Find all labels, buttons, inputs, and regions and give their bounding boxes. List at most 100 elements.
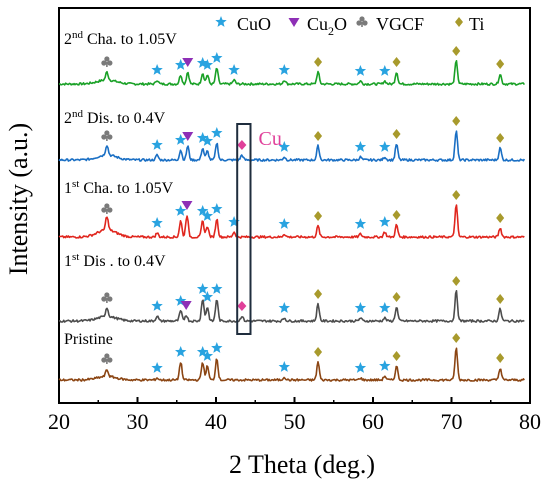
curve-label-1: 2nd Dis. to 0.4V — [64, 108, 166, 127]
club-lobe — [107, 134, 113, 140]
vgcf-club-icon — [101, 203, 113, 214]
y-axis-title: Intensity (a.u.) — [4, 123, 33, 275]
legend-label: CuO — [237, 14, 271, 34]
cuo-star-icon — [278, 141, 290, 152]
vgcf-club-icon — [101, 292, 113, 303]
cuo-star-icon — [278, 302, 290, 313]
cuo-star-icon — [278, 218, 290, 229]
curve-label-2: 1st Cha. to 1.05V — [64, 178, 174, 197]
xrd-curve-0 — [58, 60, 525, 86]
ti-diamond-icon — [452, 46, 461, 56]
cuo-star-icon — [196, 132, 209, 143]
club-lobe — [356, 20, 362, 26]
cuo-star-icon — [215, 16, 227, 27]
cuo-star-icon — [228, 216, 240, 227]
label-text: Cha. to 1.05V — [79, 180, 173, 197]
label-superscript: nd — [72, 29, 84, 41]
cuo-star-icon — [228, 64, 240, 75]
cuo-star-icon — [354, 218, 367, 229]
cuo-star-icon — [211, 342, 223, 353]
cuo-star-icon — [379, 302, 391, 313]
plot-border — [58, 7, 531, 404]
vgcf-club-icon — [101, 56, 113, 67]
cu-annotation-label: Cu — [259, 128, 282, 150]
club-lobe — [101, 207, 107, 213]
cuo-star-icon — [354, 362, 367, 373]
ti-diamond-icon — [392, 129, 401, 139]
cuo-star-icon — [196, 57, 209, 68]
club-stem — [106, 298, 108, 303]
cuo-star-icon — [151, 139, 163, 150]
club-stem — [106, 359, 108, 364]
cuo-star-icon — [196, 205, 209, 216]
label-number: 2 — [64, 110, 72, 127]
cu-highlight-box — [236, 123, 252, 335]
club-stem — [106, 136, 108, 141]
club-stem — [106, 62, 108, 67]
cuo-star-icon — [201, 291, 214, 302]
cu-diamond-icon — [237, 140, 247, 150]
club-lobe — [101, 296, 107, 302]
club-lobe — [362, 20, 368, 26]
curve-label-3: 1st Dis . to 0.4V — [64, 251, 166, 270]
cuo-star-icon — [278, 64, 290, 75]
club-lobe — [104, 203, 110, 209]
vgcf-club-icon — [101, 130, 113, 141]
club-lobe — [107, 207, 113, 213]
cu2o-triangle-icon — [182, 58, 194, 67]
label-superscript: nd — [72, 108, 84, 120]
ti-diamond-icon — [452, 333, 461, 343]
cuo-star-icon — [211, 283, 223, 294]
club-lobe — [107, 357, 113, 363]
club-lobe — [104, 353, 110, 359]
label-number: 2 — [64, 31, 72, 48]
vgcf-club-icon — [356, 16, 368, 27]
club-lobe — [101, 357, 107, 363]
ti-diamond-icon — [314, 131, 323, 141]
legend-label: Ti — [469, 14, 484, 34]
ti-diamond-icon — [392, 57, 401, 67]
plot-frame — [58, 7, 531, 404]
x-tick-label: 20 — [48, 409, 70, 434]
cu2o-triangle-icon — [181, 201, 193, 210]
cuo-star-icon — [196, 283, 209, 294]
x-tick-label: 40 — [205, 409, 227, 434]
club-stem — [361, 22, 363, 27]
club-lobe — [104, 292, 110, 298]
ti-diamond-icon — [314, 57, 323, 67]
xrd-curve-1 — [58, 130, 526, 162]
legend-item: Ti — [455, 14, 484, 34]
vgcf-club-icon — [101, 353, 113, 364]
cuo-star-icon — [211, 203, 223, 214]
legend: CuO Cu2O VGCF Ti — [215, 14, 484, 38]
xrd-curve-2 — [58, 204, 525, 239]
label-superscript: st — [72, 251, 79, 263]
cuo-star-icon — [201, 59, 214, 70]
cuo-star-icon — [151, 362, 163, 373]
legend-subscript: 2 — [328, 24, 334, 38]
cuo-star-icon — [201, 350, 214, 361]
label-text: Dis . to 0.4V — [79, 253, 166, 270]
ti-diamond-icon — [314, 289, 323, 299]
xrd-curve-3 — [58, 290, 525, 323]
cuo-star-icon — [175, 346, 187, 357]
cu2o-triangle-icon — [288, 18, 300, 27]
ti-diamond-icon — [452, 276, 461, 286]
ti-diamond-icon — [314, 347, 323, 357]
ti-diamond-icon — [452, 190, 461, 200]
legend-item: CuO — [215, 14, 271, 34]
ti-diamond-icon — [392, 351, 401, 361]
club-lobe — [107, 296, 113, 302]
cuo-star-icon — [211, 127, 223, 138]
cuo-star-icon — [278, 361, 290, 372]
legend-label: VGCF — [376, 14, 424, 34]
ti-diamond-icon — [496, 133, 505, 143]
legend-item: VGCF — [356, 14, 424, 34]
cuo-star-icon — [175, 205, 187, 216]
ti-diamond-icon — [496, 213, 505, 223]
cu-diamond-icon — [237, 301, 247, 311]
cuo-star-icon — [211, 52, 223, 63]
x-tick-label: 70 — [441, 409, 463, 434]
ti-diamond-icon — [452, 116, 461, 126]
